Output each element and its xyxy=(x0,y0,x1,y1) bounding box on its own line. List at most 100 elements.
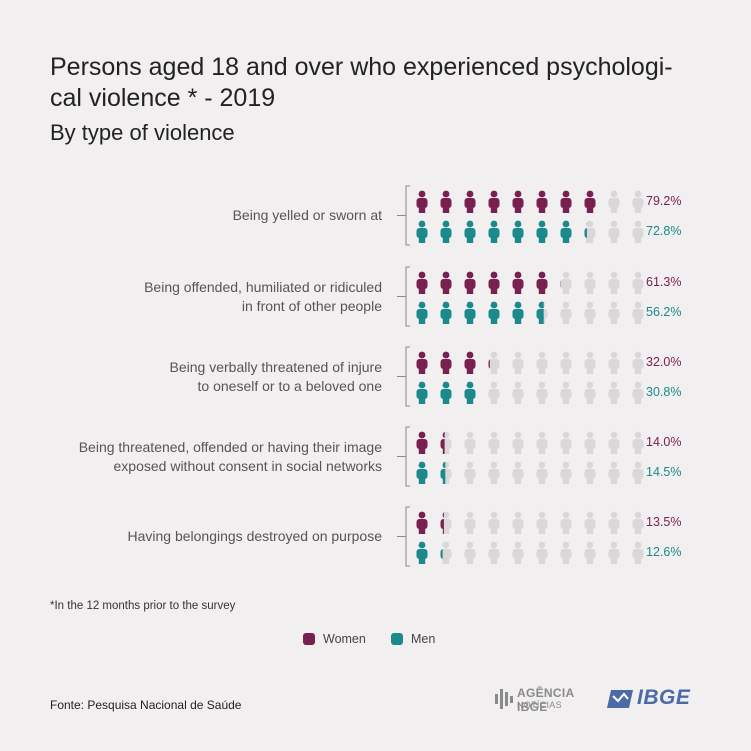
person-icon-women-4-2 xyxy=(440,431,452,454)
category-label-5: Having belongings destroyed on purpose xyxy=(127,527,382,546)
person-icon-women-2-3 xyxy=(464,271,476,294)
ibge-logo-text: IBGE xyxy=(637,686,691,709)
person-icon-women-1-7 xyxy=(560,190,572,213)
person-icon-women-2-5 xyxy=(512,271,524,294)
agencia-logo-line-2: NOTÍCIAS xyxy=(517,700,562,710)
person-icon-men-2-2 xyxy=(440,301,452,324)
person-icon-men-4-4 xyxy=(488,461,500,484)
person-icon-men-1-8 xyxy=(584,220,596,243)
category-label-line: Being threatened, offended or having the… xyxy=(78,438,382,455)
chart-title-line-1: Persons aged 18 and over who experienced… xyxy=(50,53,673,81)
category-label-line: exposed without consent in social networ… xyxy=(113,457,382,474)
person-icon-men-2-4 xyxy=(488,301,500,324)
person-icon-men-4-3 xyxy=(464,461,476,484)
person-icon-men-2-9 xyxy=(608,301,620,324)
person-icon-women-4-4 xyxy=(488,431,500,454)
person-icon-men-4-1 xyxy=(416,461,428,484)
person-icon-men-2-1 xyxy=(416,301,428,324)
source-note: Fonte: Pesquisa Nacional de Saúde xyxy=(50,698,242,712)
person-icon-women-3-8 xyxy=(584,351,596,374)
person-icon-men-1-9 xyxy=(608,220,620,243)
person-icon-men-5-2 xyxy=(440,541,452,564)
person-icon-women-2-7 xyxy=(560,271,572,294)
person-icon-men-4-5 xyxy=(512,461,524,484)
person-icon-men-1-1 xyxy=(416,220,428,243)
value-label-women-5: 13.5% xyxy=(646,515,682,529)
person-icon-men-5-9 xyxy=(608,541,620,564)
person-icon-women-5-2 xyxy=(440,511,452,534)
value-label-men-1: 72.8% xyxy=(646,224,682,238)
person-icon-men-1-10 xyxy=(632,220,644,243)
group-bracket xyxy=(397,266,410,327)
legend-label-men: Men xyxy=(411,632,436,646)
ibge-logo: IBGE xyxy=(607,686,702,714)
person-icon-women-5-5 xyxy=(512,511,524,534)
person-icon-women-4-3 xyxy=(464,431,476,454)
person-icon-men-5-1 xyxy=(416,541,428,564)
category-label-line: in front of other people xyxy=(241,297,382,314)
value-label-men-2: 56.2% xyxy=(646,305,682,319)
person-icon-men-5-4 xyxy=(488,541,500,564)
person-icon-men-2-6 xyxy=(536,301,548,324)
person-icon-men-4-2 xyxy=(440,461,452,484)
person-icon-women-5-4 xyxy=(488,511,500,534)
person-icon-men-1-4 xyxy=(488,220,500,243)
value-label-women-2: 61.3% xyxy=(646,275,682,289)
person-icon-women-1-5 xyxy=(512,190,524,213)
person-icon-women-4-7 xyxy=(560,431,572,454)
legend-item-women: Women xyxy=(303,632,366,646)
person-icon-women-2-10 xyxy=(632,271,644,294)
group-bracket xyxy=(397,426,410,487)
person-icon-women-1-4 xyxy=(488,190,500,213)
person-icon-women-3-2 xyxy=(440,351,452,374)
person-icon-men-1-6 xyxy=(536,220,548,243)
person-icon-women-1-9 xyxy=(608,190,620,213)
person-icon-men-3-7 xyxy=(560,381,572,404)
person-icon-men-5-7 xyxy=(560,541,572,564)
person-icon-men-3-4 xyxy=(488,381,500,404)
person-icon-men-5-5 xyxy=(512,541,524,564)
category-label-line: Being offended, humiliated or ridiculed xyxy=(144,278,382,295)
person-icon-women-5-10 xyxy=(632,511,644,534)
person-icon-men-5-8 xyxy=(584,541,596,564)
person-icon-men-1-3 xyxy=(464,220,476,243)
person-icon-women-4-10 xyxy=(632,431,644,454)
legend-item-men: Men xyxy=(391,632,435,646)
footnote: *In the 12 months prior to the survey xyxy=(50,600,236,612)
person-icon-men-4-7 xyxy=(560,461,572,484)
person-icon-women-3-3 xyxy=(464,351,476,374)
category-label-2: Being offended, humiliated or ridiculed i… xyxy=(144,278,382,316)
person-icon-women-3-7 xyxy=(560,351,572,374)
person-icon-women-2-2 xyxy=(440,271,452,294)
category-label-4: Being threatened, offended or having the… xyxy=(79,438,382,476)
person-icon-men-3-6 xyxy=(536,381,548,404)
person-icon-men-4-6 xyxy=(536,461,548,484)
group-bracket xyxy=(397,185,410,246)
person-icon-men-3-2 xyxy=(440,381,452,404)
person-icon-women-1-2 xyxy=(440,190,452,213)
person-icon-women-5-3 xyxy=(464,511,476,534)
ibge-logo-icon xyxy=(607,690,633,708)
person-icon-women-3-6 xyxy=(536,351,548,374)
group-bracket xyxy=(397,506,410,567)
person-icon-women-4-9 xyxy=(608,431,620,454)
value-label-men-3: 30.8% xyxy=(646,385,682,399)
category-label-1: Being yelled or sworn at xyxy=(233,206,382,225)
person-icon-women-5-7 xyxy=(560,511,572,534)
person-icon-women-3-4 xyxy=(488,351,500,374)
group-bracket xyxy=(397,346,410,407)
person-icon-men-4-9 xyxy=(608,461,620,484)
person-icon-women-5-9 xyxy=(608,511,620,534)
pictogram-chart xyxy=(397,185,644,567)
person-icon-men-3-1 xyxy=(416,381,428,404)
value-label-men-4: 14.5% xyxy=(646,465,682,479)
person-icon-men-3-10 xyxy=(632,381,644,404)
person-icon-women-4-8 xyxy=(584,431,596,454)
person-icon-men-2-10 xyxy=(632,301,644,324)
value-label-women-1: 79.2% xyxy=(646,194,682,208)
person-icon-women-5-8 xyxy=(584,511,596,534)
person-icon-women-3-1 xyxy=(416,351,428,374)
person-icon-men-1-5 xyxy=(512,220,524,243)
legend-label-women: Women xyxy=(323,632,366,646)
agencia-ibge-logo: AGÊNCIA IBGE NOTÍCIAS xyxy=(493,686,593,716)
